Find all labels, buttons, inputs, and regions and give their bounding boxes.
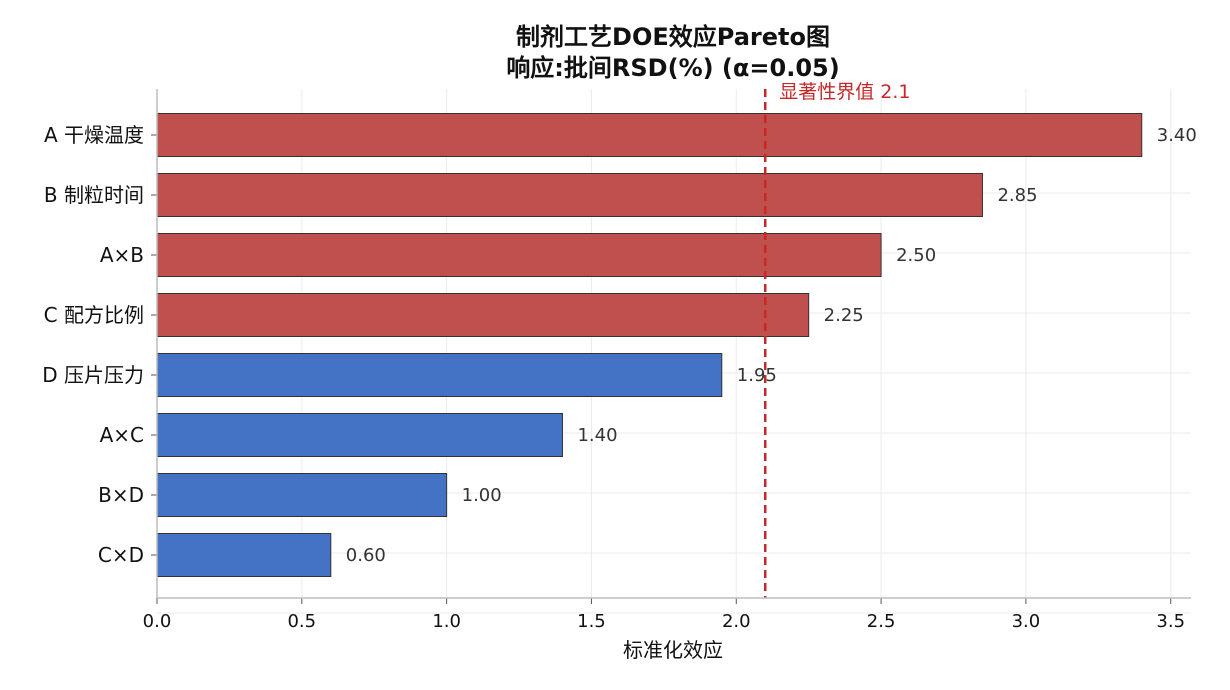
y-category-label: A 干燥温度 — [44, 123, 144, 147]
bar-value-label: 0.60 — [346, 545, 386, 566]
x-tick-label: 3.0 — [1012, 611, 1041, 632]
x-tick-label: 1.5 — [577, 611, 606, 632]
x-tick-label: 1.0 — [432, 611, 461, 632]
x-tick-label: 3.5 — [1156, 611, 1185, 632]
bar — [156, 293, 810, 337]
y-category-label: A×C — [100, 423, 144, 447]
bar — [156, 533, 332, 577]
x-axis-title: 标准化效应 — [623, 638, 723, 662]
bar — [156, 173, 983, 217]
bar-value-label: 2.50 — [896, 245, 936, 266]
chart-title: 制剂工艺DOE效应Pareto图 — [516, 23, 830, 51]
y-category-label: B 制粒时间 — [44, 183, 144, 207]
x-tick-label: 0.5 — [287, 611, 316, 632]
bar-value-label: 2.85 — [997, 185, 1037, 206]
bar-value-label: 3.40 — [1157, 125, 1197, 146]
axes-layer — [151, 89, 1191, 604]
bars-layer — [156, 113, 1143, 577]
x-tick-label: 0.0 — [143, 611, 172, 632]
bar — [156, 473, 448, 517]
bar — [156, 233, 882, 277]
y-category-label: C×D — [98, 543, 144, 567]
chart-subtitle: 响应:批间RSD(%) (α=0.05) — [506, 54, 839, 82]
y-category-label: C 配方比例 — [44, 303, 144, 327]
threshold-label: 显著性界值 2.1 — [779, 81, 910, 103]
bar — [156, 413, 563, 457]
bar-value-label: 1.40 — [577, 425, 617, 446]
x-tick-label: 2.5 — [867, 611, 896, 632]
bar-value-label: 1.95 — [737, 365, 777, 386]
y-category-label: A×B — [100, 243, 144, 267]
bar-value-label: 1.00 — [462, 485, 502, 506]
bar — [156, 113, 1143, 157]
y-category-label: D 压片压力 — [42, 363, 144, 387]
y-category-label: B×D — [98, 483, 144, 507]
bar-value-label: 2.25 — [824, 305, 864, 326]
labels-layer: 0.0 0.5 1.0 1.5 2.0 2.5 3.0 3.5 3.40 A 干燥温度 2.85 B … — [42, 81, 1197, 632]
x-tick-label: 2.0 — [722, 611, 751, 632]
bar — [156, 353, 723, 397]
